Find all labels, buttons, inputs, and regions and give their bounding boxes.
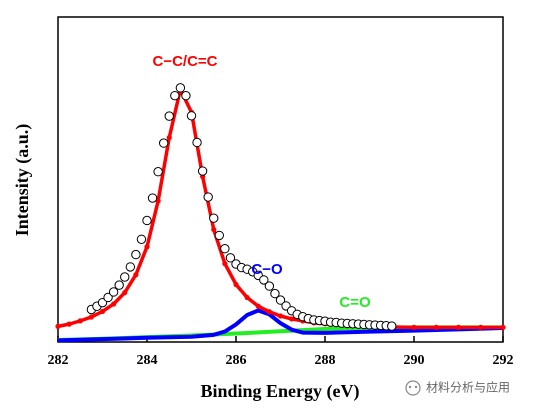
fit-dot (122, 290, 128, 296)
data-point (136, 234, 147, 245)
data-point (125, 262, 136, 272)
fit-dot (455, 324, 462, 330)
fit-dot (222, 261, 228, 267)
data-point (158, 138, 169, 148)
data-point (270, 288, 280, 299)
fit-dot (166, 134, 172, 141)
fit-dot (111, 301, 117, 307)
fit-dot (66, 321, 72, 327)
fit-dot (277, 313, 284, 319)
fit-dot (88, 314, 94, 320)
data-point (147, 193, 158, 203)
fit-dot (77, 318, 83, 324)
x-tick-label: 284 (137, 353, 158, 368)
fit-dot (99, 308, 106, 315)
fit-dot (233, 281, 239, 288)
x-tick-label: 290 (404, 353, 425, 368)
data-point (225, 253, 236, 263)
data-point (209, 213, 219, 223)
fit-dot (478, 324, 484, 330)
annotation: C−C/C=C (152, 53, 217, 70)
fit-dot (133, 272, 139, 278)
fit-dot (211, 226, 217, 233)
data-point (220, 244, 230, 254)
plot-frame (57, 16, 504, 343)
data-point (153, 167, 163, 177)
data-point (108, 287, 119, 297)
data-point (197, 166, 208, 176)
x-tick-label: 288 (315, 353, 336, 368)
fit-dot (433, 324, 439, 330)
data-point (170, 90, 180, 101)
fit-dot (500, 324, 506, 330)
data-point (103, 292, 113, 303)
data-point (264, 281, 275, 291)
data-point (120, 272, 130, 282)
data-point (142, 215, 152, 226)
y-axis-title: Intensity (a.u.) (12, 124, 33, 237)
data-point (186, 111, 197, 121)
fit-dot (244, 294, 250, 301)
x-tick-label: 292 (493, 353, 514, 368)
data-point (387, 321, 397, 331)
fit-dot (55, 323, 61, 329)
data-point (203, 192, 213, 202)
annotation: C−O (251, 261, 283, 278)
data-point (259, 275, 269, 285)
data-point (275, 295, 286, 305)
x-tick-label: 282 (48, 353, 69, 368)
data-point (114, 280, 124, 290)
fit-dot (144, 244, 150, 250)
data-point (192, 137, 202, 148)
x-axis-title: Binding Energy (eV) (200, 381, 359, 402)
fit-dot (266, 309, 272, 315)
watermark-icon (405, 380, 421, 396)
data-point (164, 111, 174, 121)
x-tick-label: 286 (226, 353, 247, 368)
data-point (175, 83, 186, 93)
annotation: C=O (339, 294, 371, 311)
fit-dot (255, 303, 261, 309)
fit-dot (411, 324, 417, 330)
component-line (57, 308, 504, 343)
fit-dot (289, 316, 295, 322)
watermark: 材料分析与应用 (426, 380, 510, 395)
data-point (181, 90, 191, 101)
data-point (131, 249, 141, 260)
data-point (214, 230, 225, 241)
